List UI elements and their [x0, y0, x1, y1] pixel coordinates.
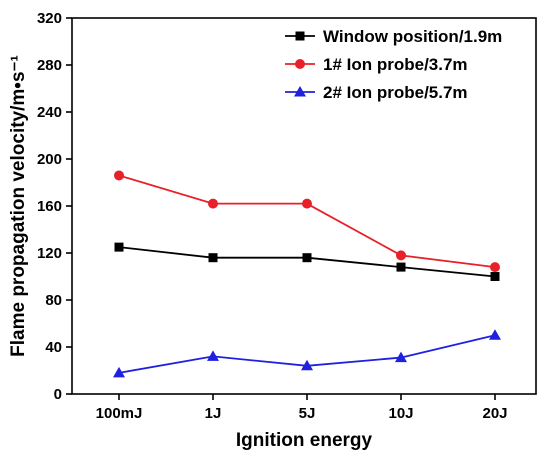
y-tick-label: 320 — [37, 10, 62, 27]
series-1 — [114, 242, 500, 281]
legend-label: 1# Ion probe/3.7m — [323, 55, 468, 74]
y-tick-label: 280 — [37, 57, 62, 74]
legend-item: 2# Ion probe/5.7m — [285, 83, 468, 102]
x-tick-label: 20J — [482, 405, 507, 422]
data-point — [490, 272, 500, 281]
data-point — [302, 253, 312, 263]
y-tick-label: 0 — [54, 386, 62, 403]
series-layer — [113, 170, 501, 378]
y-axis-title: Flame propagation velocity/m•s⁻¹ — [8, 55, 29, 357]
y-tick-label: 240 — [37, 104, 62, 121]
legend-item: Window position/1.9m — [285, 27, 502, 46]
legend-marker — [295, 31, 305, 41]
y-tick-label: 120 — [37, 245, 62, 262]
series-2 — [114, 170, 500, 273]
legend-marker — [294, 86, 306, 97]
y-axis: 0 40 80 120 160 200 240 280 320 — [37, 10, 72, 403]
data-point — [302, 198, 312, 209]
data-point — [208, 198, 218, 209]
legend-label: 2# Ion probe/5.7m — [323, 83, 468, 102]
data-point — [208, 253, 218, 263]
data-point — [301, 359, 313, 371]
legend-item: 1# Ion probe/3.7m — [285, 55, 468, 74]
data-point — [396, 262, 406, 272]
data-point — [113, 366, 125, 378]
x-axis: 100mJ 1J 5J 10J 20J — [96, 394, 508, 422]
data-point — [114, 170, 124, 181]
y-tick-label: 160 — [37, 198, 62, 215]
legend-marker — [295, 59, 305, 69]
x-tick-label: 10J — [388, 405, 413, 422]
series-3 — [113, 329, 501, 378]
x-tick-label: 100mJ — [96, 405, 143, 422]
data-point — [489, 329, 501, 340]
data-point — [207, 350, 219, 361]
y-tick-label: 200 — [37, 151, 62, 168]
legend: Window position/1.9m 1# Ion probe/3.7m 2# … — [285, 27, 502, 102]
data-point — [395, 351, 407, 363]
x-tick-label: 5J — [299, 405, 316, 422]
x-tick-label: 1J — [205, 405, 222, 422]
data-point — [490, 262, 500, 273]
y-tick-label: 80 — [45, 292, 62, 309]
legend-label: Window position/1.9m — [323, 27, 502, 46]
y-tick-label: 40 — [45, 339, 62, 356]
data-point — [114, 242, 124, 252]
data-point — [396, 250, 406, 261]
x-axis-title: Ignition energy — [236, 430, 373, 451]
